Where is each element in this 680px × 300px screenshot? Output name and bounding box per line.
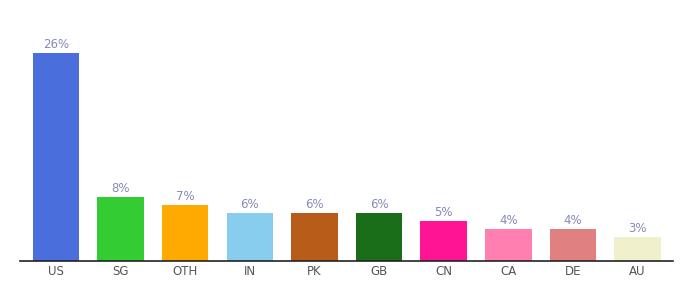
Text: 4%: 4%	[564, 214, 582, 227]
Text: 6%: 6%	[305, 198, 324, 212]
Bar	[356, 213, 403, 261]
Bar	[291, 213, 338, 261]
Text: 4%: 4%	[499, 214, 517, 227]
Bar	[226, 213, 273, 261]
Text: 3%: 3%	[628, 222, 647, 236]
Text: 5%: 5%	[435, 206, 453, 219]
Bar	[485, 229, 532, 261]
Bar	[33, 53, 79, 261]
Bar	[615, 237, 661, 261]
Text: 8%: 8%	[112, 182, 130, 195]
Text: 7%: 7%	[176, 190, 194, 203]
Bar	[162, 205, 209, 261]
Bar	[420, 221, 467, 261]
Bar	[549, 229, 596, 261]
Text: 6%: 6%	[241, 198, 259, 212]
Text: 26%: 26%	[43, 38, 69, 51]
Text: 6%: 6%	[370, 198, 388, 212]
Bar	[97, 197, 144, 261]
